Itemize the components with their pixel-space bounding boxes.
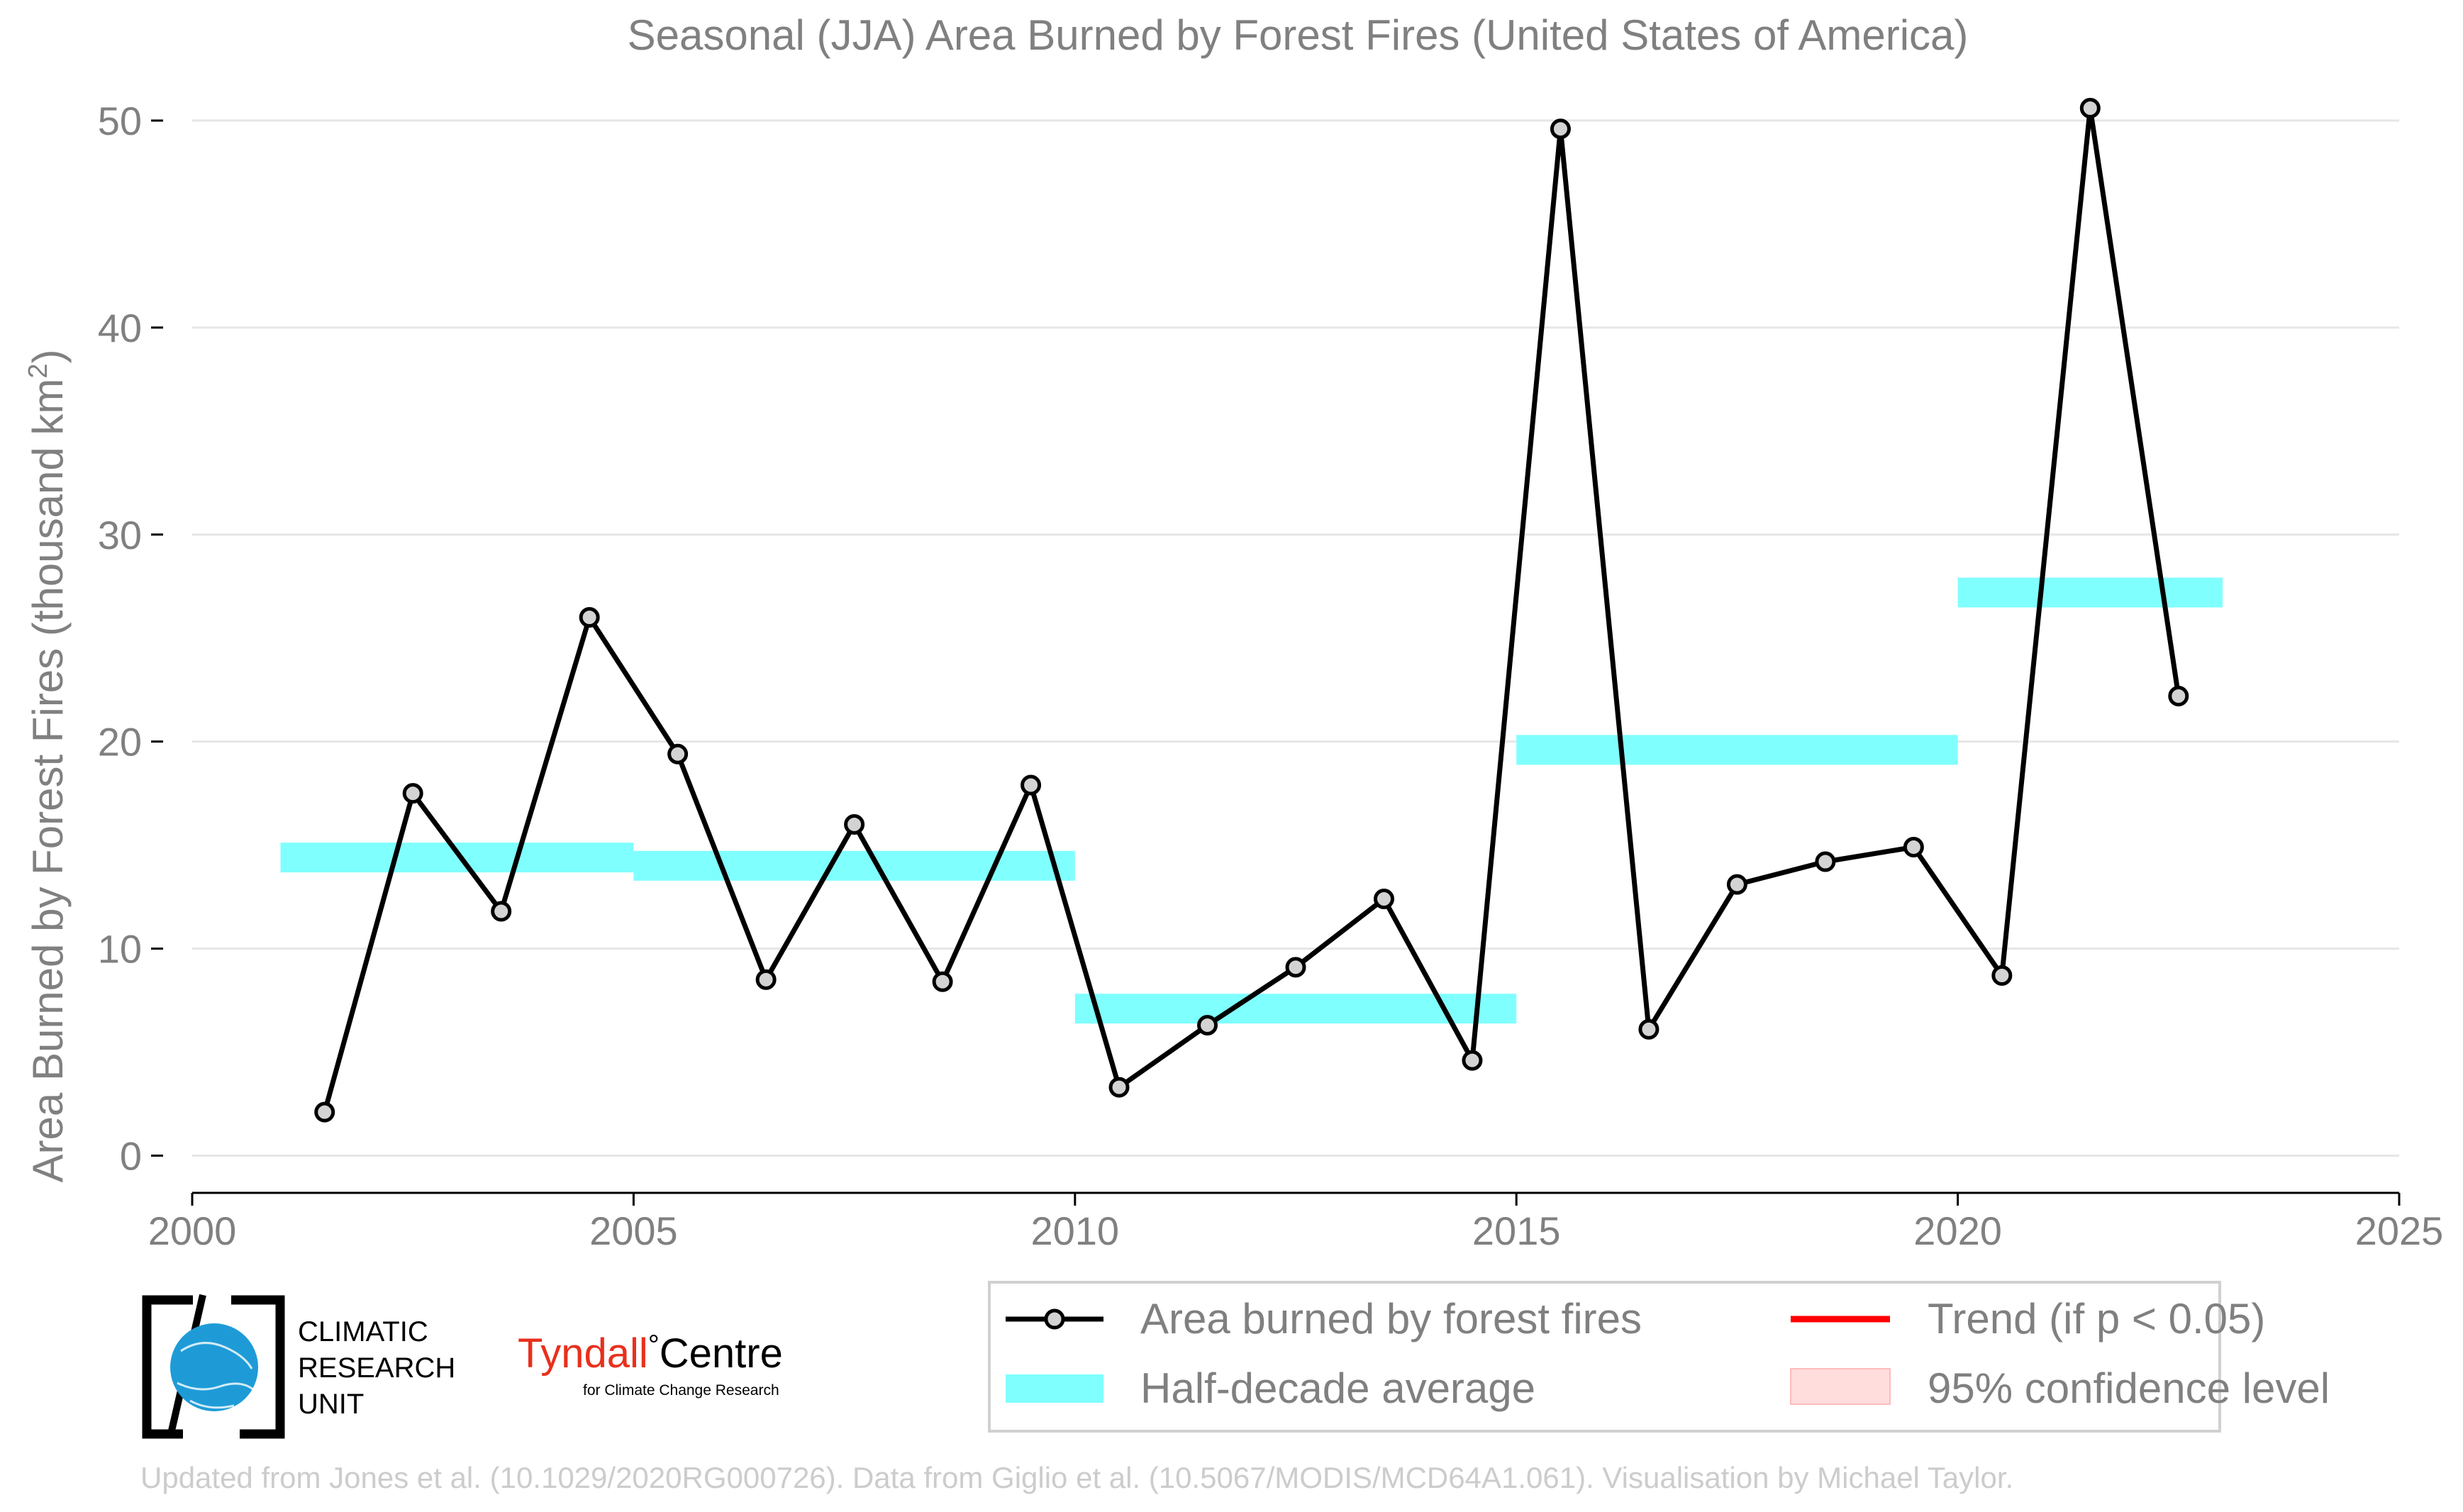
legend-label-trend: Trend (if p < 0.05) bbox=[1928, 1295, 2265, 1343]
x-tick-label: 2000 bbox=[148, 1208, 237, 1253]
legend-half-decade-swatch bbox=[1006, 1374, 1103, 1403]
data-point bbox=[1462, 1050, 1483, 1071]
x-axis: 2000 2005 2010 2015 2020 2025 bbox=[148, 1191, 2444, 1253]
legend-item-trend: Trend (if p < 0.05) bbox=[1791, 1295, 2265, 1343]
y-axis-label-main: Area Burned by Forest Fires (thousand km bbox=[24, 379, 72, 1183]
legend-confidence-swatch bbox=[1790, 1368, 1891, 1405]
data-point bbox=[314, 1101, 335, 1123]
x-tick-label: 2010 bbox=[1031, 1208, 1120, 1253]
data-point bbox=[1726, 874, 1747, 895]
legend-item-confidence: 95% confidence level bbox=[1790, 1364, 2330, 1412]
data-point bbox=[755, 969, 777, 990]
legend-label-area-burned: Area burned by forest fires bbox=[1140, 1295, 1642, 1343]
data-point bbox=[1197, 1015, 1218, 1036]
data-point bbox=[932, 971, 953, 992]
y-tick-label: 20 bbox=[98, 720, 142, 765]
y-axis-label: Area Burned by Forest Fires (thousand km… bbox=[23, 350, 72, 1183]
data-point bbox=[1903, 837, 1924, 858]
x-tick-label: 2015 bbox=[1472, 1208, 1561, 1253]
half-decade-average-band bbox=[280, 843, 634, 873]
data-point bbox=[1021, 774, 1042, 796]
data-point bbox=[402, 783, 423, 804]
data-point bbox=[1638, 1018, 1659, 1040]
y-tick-label: 30 bbox=[98, 513, 142, 557]
data-point bbox=[1550, 118, 1571, 140]
data-point bbox=[1373, 889, 1394, 910]
data-point bbox=[844, 813, 865, 835]
legend: Area burned by forest fires Trend (if p … bbox=[988, 1281, 2330, 1433]
chart-title: Seasonal (JJA) Area Burned by Forest Fir… bbox=[628, 11, 1969, 59]
cru-logo-bracket bbox=[142, 1295, 285, 1439]
y-tick-label: 50 bbox=[98, 99, 142, 143]
data-point bbox=[2168, 685, 2189, 706]
footnote: Updated from Jones et al. (10.1029/2020R… bbox=[140, 1461, 2013, 1494]
data-point bbox=[667, 743, 689, 765]
y-axis-label-sup: 2 bbox=[23, 364, 53, 379]
x-tick-label: 2020 bbox=[1913, 1208, 2002, 1253]
y-tick-label: 40 bbox=[98, 306, 142, 350]
tyndall-logo-wordmark: Tyndall°Centre bbox=[518, 1330, 783, 1377]
x-tick-label: 2005 bbox=[589, 1208, 678, 1253]
x-tick-label: 2025 bbox=[2355, 1208, 2444, 1253]
y-axis-label-tail: ) bbox=[24, 350, 72, 364]
tyndall-logo-tagline: for Climate Change Research bbox=[583, 1382, 779, 1399]
half-decade-average-band bbox=[1957, 577, 2223, 608]
data-point bbox=[579, 607, 600, 628]
data-point bbox=[1108, 1077, 1130, 1098]
legend-item-half-decade: Half-decade average bbox=[1006, 1364, 1535, 1412]
grid-lines bbox=[192, 119, 2399, 1157]
tyndall-logo-centre: Centre bbox=[660, 1330, 783, 1377]
tyndall-logo-degree: ° bbox=[648, 1330, 660, 1361]
data-point bbox=[2079, 98, 2101, 119]
legend-item-area-burned: Area burned by forest fires bbox=[1006, 1295, 1642, 1343]
half-decade-average-bands bbox=[280, 577, 2223, 1024]
cru-globe-continents bbox=[177, 1342, 255, 1409]
legend-box bbox=[988, 1281, 2221, 1433]
cru-globe-icon bbox=[170, 1323, 258, 1411]
cru-logo: CLIMATIC RESEARCH UNIT bbox=[142, 1294, 455, 1439]
tyndall-logo: Tyndall°Centre for Climate Change Resear… bbox=[518, 1330, 783, 1399]
half-decade-average-band bbox=[633, 850, 1075, 881]
cru-logo-line-1: CLIMATIC bbox=[298, 1316, 428, 1347]
y-tick-label: 0 bbox=[120, 1133, 142, 1178]
legend-label-half-decade: Half-decade average bbox=[1140, 1364, 1535, 1412]
data-point bbox=[1991, 965, 2013, 986]
area-burned-series bbox=[314, 98, 2189, 1123]
y-tick-label: 10 bbox=[98, 927, 142, 972]
series-line bbox=[322, 106, 2181, 1113]
cru-logo-line-3: UNIT bbox=[298, 1389, 364, 1420]
legend-marker bbox=[1044, 1308, 1065, 1330]
half-decade-average-band bbox=[1516, 735, 1958, 765]
cru-logo-line-2: RESEARCH bbox=[298, 1352, 455, 1384]
tyndall-logo-name: Tyndall bbox=[518, 1330, 648, 1377]
data-point bbox=[1815, 851, 1836, 872]
data-point bbox=[1285, 957, 1306, 978]
legend-label-confidence: 95% confidence level bbox=[1928, 1364, 2330, 1412]
data-point bbox=[491, 901, 512, 922]
y-axis: 0 10 20 30 40 50 bbox=[98, 99, 163, 1178]
